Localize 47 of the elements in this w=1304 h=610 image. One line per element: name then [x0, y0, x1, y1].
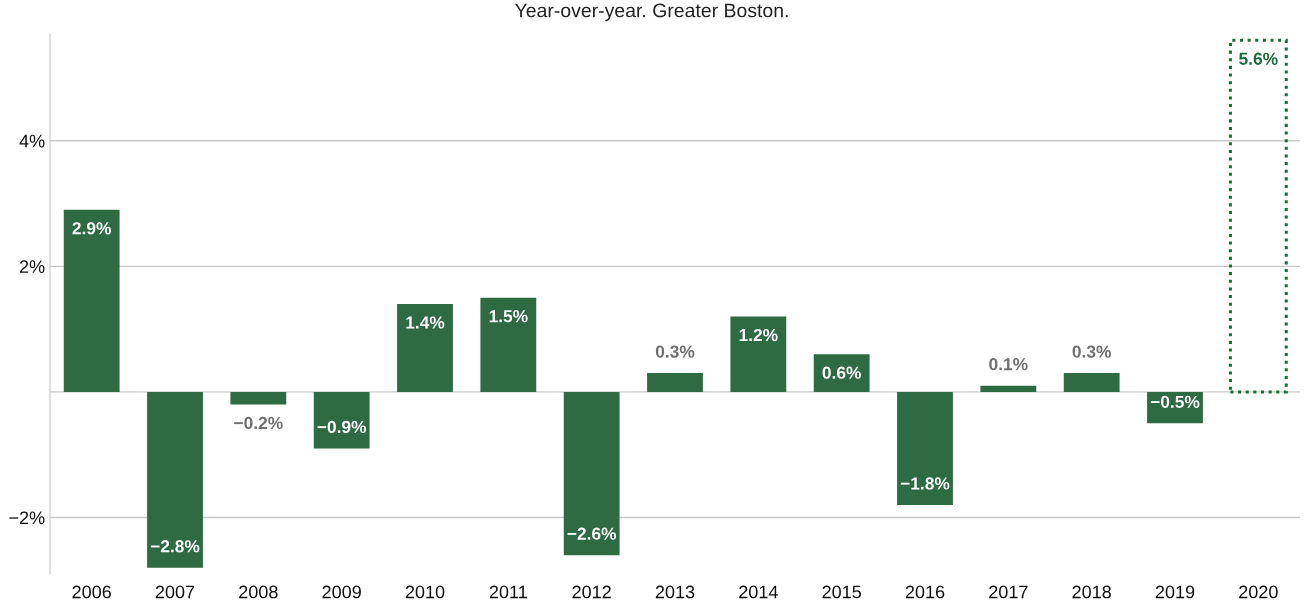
- x-tick-label: 2014: [739, 585, 778, 599]
- data-label: −0.5%: [1150, 395, 1200, 408]
- data-label: 5.6%: [1239, 52, 1278, 65]
- x-tick-label: 2013: [655, 585, 695, 599]
- x-tick-label: 2017: [989, 585, 1028, 599]
- x-tick-label: 2006: [72, 585, 111, 599]
- x-tick-label: 2007: [155, 585, 195, 599]
- data-label: 0.3%: [1072, 345, 1111, 358]
- data-label: 1.5%: [489, 310, 528, 323]
- bar: [230, 391, 287, 405]
- bar: [730, 316, 787, 392]
- y-tick-label: 4%: [19, 134, 45, 148]
- x-tick-label: 2020: [1239, 585, 1278, 599]
- x-tick-label: 2010: [405, 585, 445, 599]
- bar: [647, 373, 703, 392]
- bar: [147, 391, 203, 568]
- x-tick-label: 2009: [322, 585, 361, 599]
- data-label: −2.6%: [567, 527, 617, 540]
- bar: [397, 304, 453, 392]
- data-label: 0.6%: [822, 366, 861, 379]
- bar: [313, 391, 370, 449]
- bar: [480, 297, 537, 392]
- x-tick-label: 2019: [1155, 585, 1195, 599]
- data-label: −0.2%: [234, 416, 283, 430]
- data-label: 2.9%: [72, 222, 111, 235]
- data-label: 1.4%: [406, 316, 445, 329]
- data-label: −0.9%: [317, 420, 367, 434]
- data-label: −1.8%: [900, 477, 950, 490]
- bar: [980, 385, 1037, 392]
- x-tick-label: 2012: [572, 585, 611, 599]
- x-tick-label: 2008: [239, 585, 278, 599]
- data-label: 0.3%: [655, 345, 695, 358]
- bar: [63, 209, 120, 392]
- data-label: 0.1%: [989, 358, 1028, 371]
- y-tick-label: −2%: [9, 511, 45, 525]
- bar: [813, 354, 870, 392]
- x-tick-label: 2011: [489, 585, 527, 599]
- bar: [1063, 373, 1120, 392]
- bar: [563, 391, 620, 556]
- y-tick-label: 2%: [19, 260, 45, 273]
- x-tick-label: 2015: [822, 585, 861, 599]
- data-label: −2.8%: [150, 540, 200, 553]
- chart-subtitle: Year-over-year. Greater Boston.: [514, 3, 788, 22]
- data-label: 1.2%: [739, 328, 778, 342]
- x-tick-label: 2016: [905, 585, 945, 599]
- x-tick-label: 2018: [1072, 585, 1111, 599]
- bar: [897, 391, 953, 505]
